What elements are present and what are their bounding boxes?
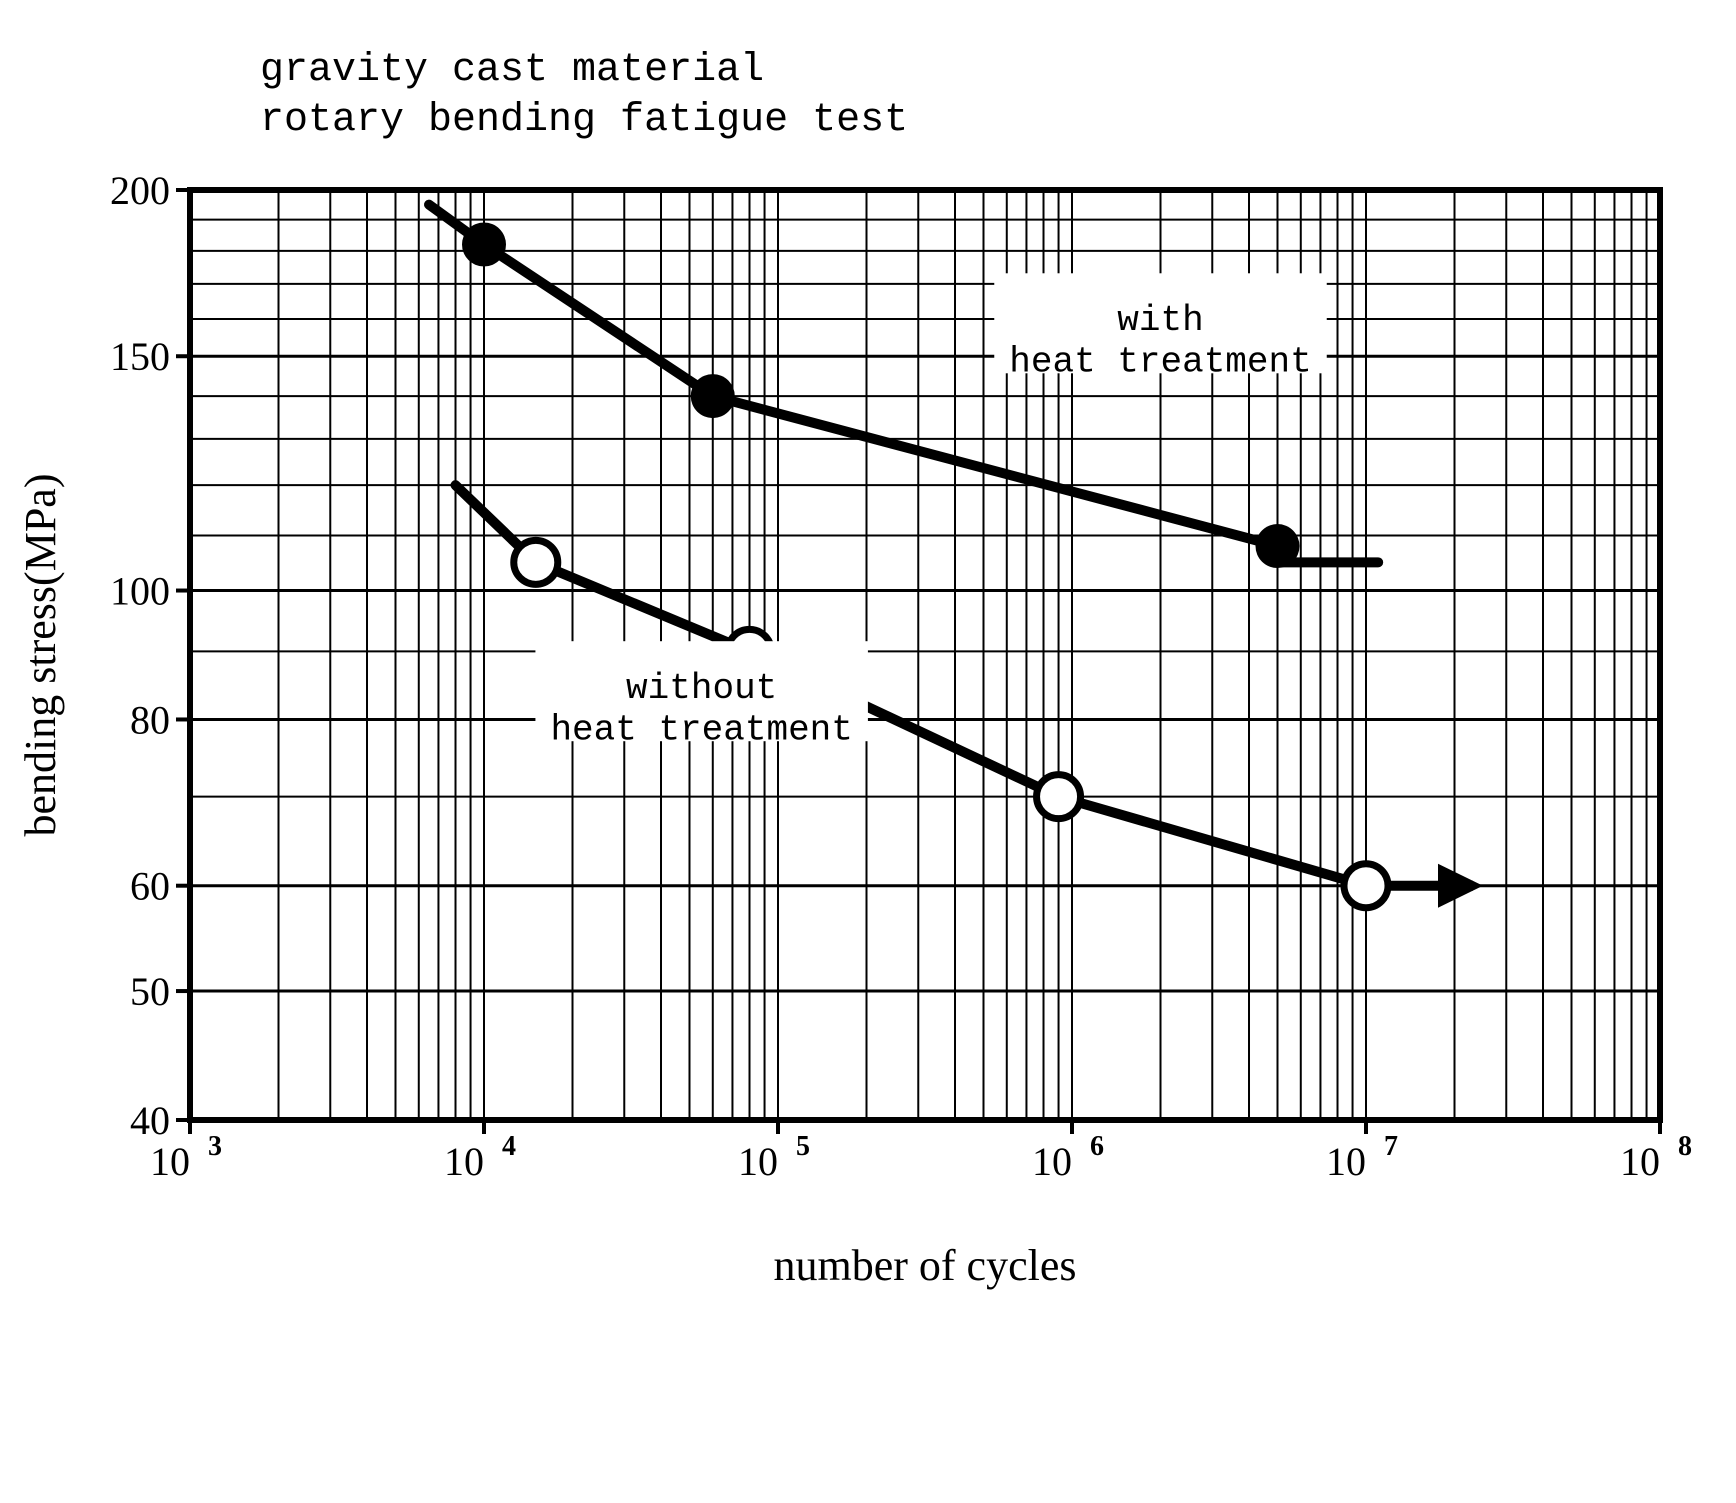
data-point-filled: [462, 222, 506, 266]
svg-text:3: 3: [208, 1131, 222, 1162]
series-annotation-line2: heat treatment: [550, 709, 852, 750]
y-tick-label: 100: [110, 569, 170, 614]
y-axis-label: bending stress(MPa): [16, 474, 65, 837]
y-tick-label: 50: [130, 969, 170, 1014]
svg-text:10: 10: [1326, 1139, 1366, 1184]
svg-text:6: 6: [1090, 1131, 1104, 1162]
svg-text:7: 7: [1384, 1131, 1398, 1162]
series-annotation-line1: without: [626, 668, 777, 709]
data-point-open: [1344, 864, 1388, 908]
y-tick-label: 40: [130, 1098, 170, 1143]
y-tick-label: 150: [110, 334, 170, 379]
svg-text:10: 10: [1620, 1139, 1660, 1184]
y-tick-label: 80: [130, 697, 170, 742]
svg-text:5: 5: [796, 1131, 810, 1162]
y-tick-label: 200: [110, 168, 170, 213]
x-axis-label: number of cycles: [774, 1241, 1077, 1290]
data-point-open: [514, 540, 558, 584]
chart-title-line2: rotary bending fatigue test: [260, 98, 908, 143]
svg-text:4: 4: [502, 1131, 516, 1162]
svg-text:10: 10: [738, 1139, 778, 1184]
series-annotation-line1: with: [1117, 300, 1203, 341]
data-point-open: [1037, 775, 1081, 819]
svg-text:8: 8: [1678, 1131, 1692, 1162]
series-annotation-line2: heat treatment: [1009, 341, 1311, 382]
data-point-filled: [1255, 524, 1299, 568]
chart-title-line1: gravity cast material: [260, 48, 764, 93]
svg-text:10: 10: [1032, 1139, 1072, 1184]
y-tick-label: 60: [130, 864, 170, 909]
svg-text:10: 10: [150, 1139, 190, 1184]
sn-curve-chart: gravity cast material rotary bending fati…: [0, 0, 1736, 1503]
data-point-filled: [691, 374, 735, 418]
svg-text:10: 10: [444, 1139, 484, 1184]
